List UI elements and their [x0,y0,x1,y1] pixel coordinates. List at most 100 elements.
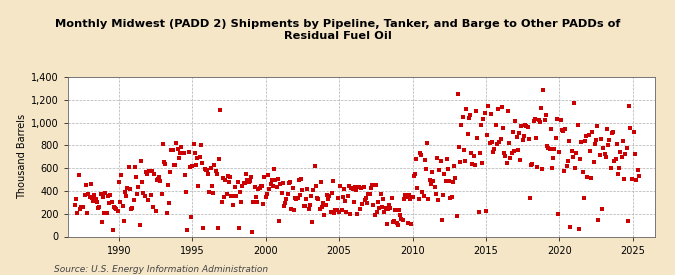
Point [408,173,419,178]
Point [241,172,252,177]
Point [608,130,618,134]
Point [270,178,281,182]
Point [437,193,448,197]
Point [194,155,205,160]
Point [594,153,605,157]
Text: Monthly Midwest (PADD 2) Shipments by Pipeline, Tanker, and Barge to Other PADDs: Monthly Midwest (PADD 2) Shipments by Pi… [55,19,620,41]
Point [122,185,133,190]
Point [267,177,277,182]
Point [618,139,628,143]
Point [254,186,265,190]
Point [407,195,418,200]
Point [265,182,276,186]
Point [377,205,387,210]
Point [79,192,90,197]
Point [320,202,331,207]
Point [149,171,160,176]
Point [336,208,347,212]
Point [309,164,320,169]
Point [70,203,80,207]
Point [119,190,130,194]
Point [555,118,566,122]
Point [341,210,352,214]
Point [308,188,319,192]
Point [374,206,385,210]
Point [300,204,310,208]
Point [80,183,91,187]
Point [394,207,404,212]
Point [561,163,572,168]
Point [367,183,377,187]
Point [599,152,610,156]
Point [91,200,102,204]
Point [303,207,314,211]
Point [357,201,368,206]
Point [577,170,588,174]
Point [248,200,259,204]
Point [622,218,633,223]
Point [510,118,520,123]
Point [435,158,446,163]
Point [369,213,380,217]
Point [439,172,450,176]
Point [128,198,139,202]
Point [458,148,469,153]
Point [585,149,595,153]
Point [419,158,430,162]
Point [294,192,305,197]
Point [437,218,448,222]
Point [236,200,246,204]
Point [478,117,489,121]
Point [431,192,441,196]
Point [523,137,534,141]
Point [379,210,389,214]
Point [485,112,496,116]
Point [264,186,275,191]
Point [423,197,434,202]
Point [395,213,406,217]
Point [71,197,82,202]
Point [351,188,362,193]
Point [291,197,302,201]
Point [417,190,428,194]
Point [287,186,298,190]
Point [73,173,84,177]
Point [216,200,227,204]
Point [582,175,593,179]
Point [570,166,580,170]
Point [565,224,576,229]
Point [620,152,630,156]
Point [619,177,630,182]
Point [470,163,481,167]
Point [481,208,491,213]
Point [609,159,620,163]
Point [358,185,369,190]
Point [176,145,187,150]
Point [543,146,554,150]
Point [113,180,124,185]
Point [127,206,138,211]
Point [261,192,272,197]
Point [306,193,317,198]
Point [103,194,113,198]
Point [134,223,145,228]
Point [560,127,571,131]
Point [443,167,454,171]
Point [605,166,616,170]
Point [476,122,487,127]
Point [542,144,553,148]
Point [380,206,391,210]
Point [243,180,254,184]
Point [364,192,375,196]
Point [94,205,105,210]
Point [514,131,524,135]
Point [180,172,190,177]
Point [509,148,520,153]
Point [586,176,597,180]
Point [178,151,189,155]
Point [338,194,348,199]
Point [167,148,178,153]
Point [477,161,487,165]
Point [190,163,201,167]
Point [259,175,270,180]
